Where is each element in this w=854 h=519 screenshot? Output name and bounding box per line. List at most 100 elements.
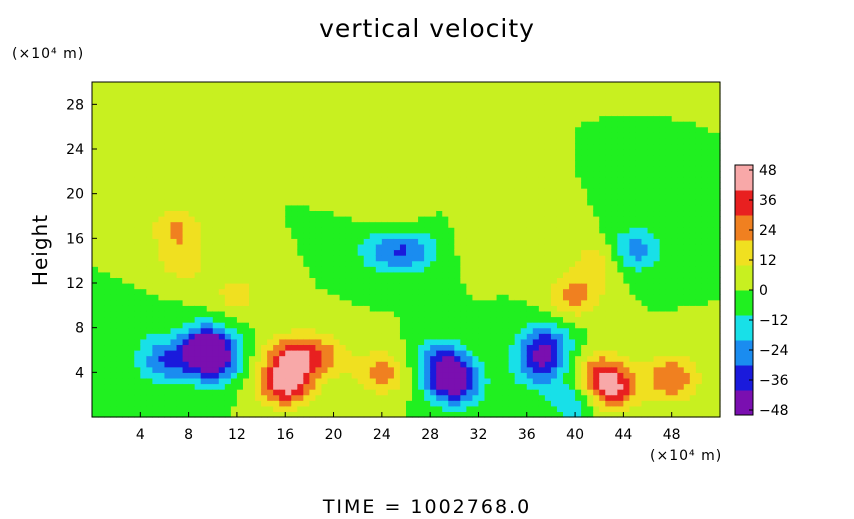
heatmap-cell — [569, 310, 576, 318]
heatmap-cell — [575, 366, 582, 373]
heatmap-cell — [418, 216, 425, 223]
heatmap-cell — [412, 204, 419, 212]
heatmap-cell — [460, 255, 467, 262]
heatmap-cell — [152, 109, 160, 117]
heatmap-cell — [339, 316, 347, 323]
heatmap-cell — [110, 305, 117, 312]
heatmap-cell — [412, 394, 419, 401]
heatmap-cell — [587, 232, 594, 239]
heatmap-cell — [285, 216, 292, 223]
heatmap-cell — [575, 204, 582, 212]
heatmap-cell — [490, 109, 498, 117]
heatmap-cell — [508, 149, 516, 156]
heatmap-cell — [563, 327, 570, 334]
heatmap-cell — [393, 255, 401, 262]
heatmap-cell — [399, 344, 407, 351]
heatmap-cell — [381, 87, 389, 94]
heatmap-cell — [327, 277, 335, 284]
heatmap-cell — [285, 260, 292, 267]
heatmap-cell — [520, 115, 528, 122]
heatmap-cell — [442, 333, 449, 340]
heatmap-cell — [418, 316, 425, 323]
heatmap-cell — [200, 193, 208, 200]
heatmap-cell — [587, 216, 594, 223]
heatmap-cell — [170, 310, 178, 318]
heatmap-cell — [128, 411, 135, 418]
heatmap-cell — [170, 126, 178, 133]
heatmap-cell — [387, 126, 395, 133]
heatmap-cell — [532, 389, 540, 396]
heatmap-cell — [406, 400, 413, 407]
heatmap-cell — [285, 210, 292, 217]
heatmap-cell — [496, 383, 504, 390]
heatmap-cell — [218, 171, 226, 178]
heatmap-cell — [424, 98, 431, 105]
heatmap-cell — [297, 121, 304, 128]
heatmap-cell — [116, 310, 123, 318]
heatmap-cell — [285, 132, 292, 139]
heatmap-cell — [478, 87, 486, 94]
heatmap-cell — [490, 383, 498, 390]
heatmap-cell — [224, 344, 232, 351]
heatmap-cell — [484, 405, 492, 413]
heatmap-cell — [92, 121, 99, 128]
heatmap-cell — [333, 377, 341, 385]
heatmap-cell — [544, 109, 552, 117]
heatmap-cell — [454, 411, 461, 418]
heatmap-cell — [345, 210, 353, 217]
heatmap-cell — [581, 266, 588, 273]
heatmap-cell — [236, 238, 244, 245]
heatmap-cell — [502, 260, 510, 267]
heatmap-cell — [569, 400, 576, 407]
heatmap-cell — [490, 199, 498, 206]
heatmap-cell — [460, 338, 467, 346]
heatmap-cell — [303, 333, 310, 340]
heatmap-cell — [146, 389, 153, 396]
heatmap-cell — [442, 243, 449, 251]
heatmap-cell — [128, 232, 135, 239]
heatmap-cell — [188, 243, 196, 251]
heatmap-cell — [448, 355, 455, 362]
heatmap-cell — [116, 288, 123, 295]
heatmap-cell — [399, 126, 407, 133]
heatmap-cell — [261, 405, 268, 413]
heatmap-cell — [520, 316, 528, 323]
heatmap-cell — [550, 394, 558, 401]
heatmap-cell — [309, 288, 317, 295]
heatmap-cell — [242, 238, 250, 245]
heatmap-cell — [104, 294, 111, 301]
heatmap-cell — [104, 160, 111, 167]
heatmap-cell — [285, 243, 292, 251]
plot-area — [91, 81, 721, 418]
heatmap-cell — [242, 109, 250, 117]
heatmap-cell — [309, 366, 317, 373]
heatmap-cell — [285, 338, 292, 346]
heatmap-cell — [399, 277, 407, 284]
heatmap-cell — [436, 288, 443, 295]
heatmap-cell — [128, 277, 135, 284]
heatmap-cell — [569, 322, 576, 329]
heatmap-cell — [466, 160, 474, 167]
heatmap-cell — [176, 372, 184, 379]
heatmap-cell — [430, 361, 437, 368]
heatmap-cell — [436, 227, 443, 234]
heatmap-cell — [170, 98, 178, 105]
heatmap-cell — [478, 204, 486, 212]
heatmap-cell — [345, 377, 353, 385]
heatmap-cell — [267, 277, 274, 284]
heatmap-cell — [327, 227, 335, 234]
heatmap-cell — [412, 232, 419, 239]
heatmap-cell — [430, 366, 437, 373]
heatmap-cell — [508, 137, 516, 145]
heatmap-cell — [92, 383, 99, 390]
heatmap-cell — [436, 104, 443, 111]
heatmap-cell — [122, 333, 129, 340]
heatmap-cell — [496, 249, 504, 256]
heatmap-cell — [116, 411, 123, 418]
heatmap-cell — [478, 377, 486, 385]
heatmap-cell — [170, 389, 178, 396]
heatmap-cell — [236, 137, 244, 145]
heatmap-cell — [122, 109, 129, 117]
heatmap-cell — [418, 115, 425, 122]
heatmap-cell — [496, 288, 504, 295]
